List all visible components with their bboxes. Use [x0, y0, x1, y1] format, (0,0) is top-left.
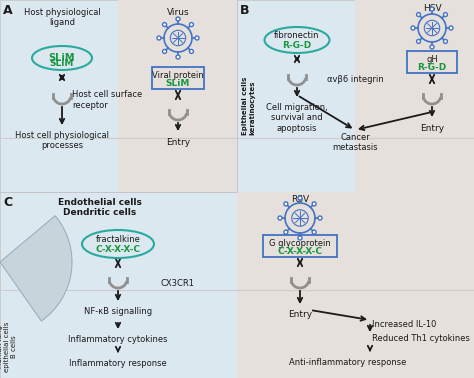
- Circle shape: [444, 12, 447, 17]
- Text: RSV: RSV: [291, 195, 309, 204]
- Text: Host cell surface
receptor: Host cell surface receptor: [72, 90, 142, 110]
- Text: R-G-D: R-G-D: [418, 62, 447, 71]
- Bar: [237, 0, 474, 192]
- Text: SLiM: SLiM: [166, 79, 190, 87]
- Bar: [0, 0, 237, 192]
- Text: Human lung
epithelial cells
B cells: Human lung epithelial cells B cells: [0, 322, 17, 372]
- Circle shape: [312, 202, 316, 206]
- Text: CX3CR1: CX3CR1: [161, 279, 195, 288]
- Circle shape: [284, 202, 288, 206]
- Circle shape: [417, 39, 420, 43]
- Text: NF-κB signalling: NF-κB signalling: [84, 307, 152, 316]
- Circle shape: [163, 50, 166, 53]
- Text: Epithelial cells
keratinocytes: Epithelial cells keratinocytes: [242, 77, 255, 135]
- Text: fibronectin: fibronectin: [274, 31, 320, 40]
- Circle shape: [417, 12, 420, 17]
- Text: R-G-D: R-G-D: [283, 42, 311, 51]
- Text: Inflammatory cytokines: Inflammatory cytokines: [68, 335, 168, 344]
- Circle shape: [284, 230, 288, 234]
- Text: Host physiological
ligand: Host physiological ligand: [24, 8, 100, 27]
- Text: Reduced Th1 cytokines: Reduced Th1 cytokines: [372, 334, 470, 343]
- Text: Entry: Entry: [420, 124, 444, 133]
- Wedge shape: [0, 216, 72, 321]
- Circle shape: [190, 50, 193, 53]
- Circle shape: [298, 236, 302, 240]
- Text: Cancer
metastasis: Cancer metastasis: [332, 133, 378, 152]
- Bar: [118, 0, 237, 192]
- Text: gH: gH: [426, 54, 438, 64]
- Text: Endothelial cells
Dendritic cells: Endothelial cells Dendritic cells: [58, 198, 142, 217]
- Text: Viral protein: Viral protein: [152, 71, 204, 79]
- Circle shape: [298, 196, 302, 200]
- Text: Anti-inflammatory response: Anti-inflammatory response: [289, 358, 407, 367]
- Text: αvβ6 integrin: αvβ6 integrin: [327, 76, 383, 85]
- Text: SLiM: SLiM: [50, 59, 74, 68]
- Bar: [237, 192, 474, 378]
- Circle shape: [312, 230, 316, 234]
- Text: B: B: [240, 4, 249, 17]
- Circle shape: [163, 23, 166, 26]
- Text: C-X-X-X-C: C-X-X-X-C: [277, 246, 322, 256]
- Text: A: A: [3, 4, 13, 17]
- Circle shape: [430, 7, 434, 11]
- Circle shape: [411, 26, 415, 30]
- Text: HSV: HSV: [423, 4, 441, 13]
- Text: fractalkine: fractalkine: [96, 234, 140, 243]
- Circle shape: [444, 39, 447, 43]
- Bar: [0, 192, 474, 378]
- Circle shape: [318, 216, 322, 220]
- Circle shape: [157, 36, 161, 40]
- Text: C: C: [3, 196, 12, 209]
- Text: Entry: Entry: [288, 310, 312, 319]
- Circle shape: [195, 36, 199, 40]
- Text: Increased IL-10: Increased IL-10: [372, 320, 437, 329]
- Text: C-X-X-X-C: C-X-X-X-C: [95, 245, 140, 254]
- Circle shape: [449, 26, 453, 30]
- Circle shape: [176, 17, 180, 21]
- Circle shape: [176, 55, 180, 59]
- Text: Inflammatory response: Inflammatory response: [69, 359, 167, 368]
- Text: Entry: Entry: [166, 138, 190, 147]
- Circle shape: [190, 23, 193, 26]
- Circle shape: [430, 45, 434, 49]
- Text: Cell migration,
survival and
apoptosis: Cell migration, survival and apoptosis: [266, 103, 328, 133]
- Text: SLiM: SLiM: [49, 53, 75, 63]
- Text: Virus: Virus: [167, 8, 189, 17]
- Circle shape: [278, 216, 282, 220]
- Bar: [355, 0, 474, 192]
- Text: Host cell physiological
processes: Host cell physiological processes: [15, 131, 109, 150]
- Text: G glycoprotein: G glycoprotein: [269, 239, 331, 248]
